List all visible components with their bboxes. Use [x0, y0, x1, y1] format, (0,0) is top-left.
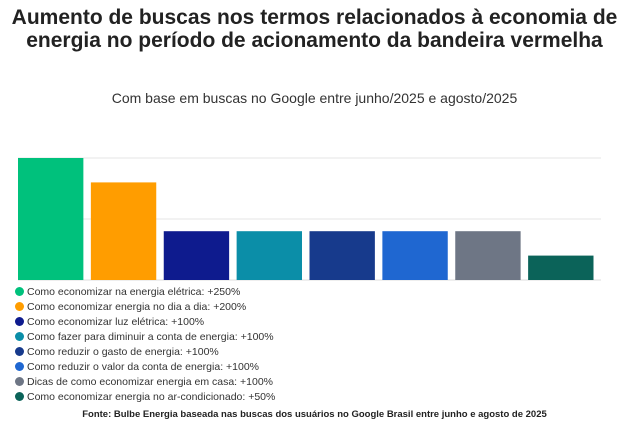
bar-2 [90, 182, 157, 280]
chart-subtitle: Com base em buscas no Google entre junho… [111, 90, 518, 106]
legend-label-1: Como economizar na energia elétrica: +25… [27, 285, 241, 298]
legend-label-5: Como reduzir o gasto de energia: +100% [27, 345, 219, 358]
legend-swatch-5 [15, 347, 24, 356]
legend-swatch-2 [15, 302, 24, 311]
legend-label-7: Dicas de como economizar energia em casa… [27, 375, 274, 388]
legend-item-7: Dicas de como economizar energia em casa… [15, 374, 275, 389]
legend-label-8: Como economizar energia no ar-condiciona… [27, 390, 276, 403]
bar-1 [18, 158, 84, 280]
legend-label-2: Como economizar energia no dia a dia: +2… [27, 300, 247, 313]
legend-item-3: Como economizar luz elétrica: +100% [15, 314, 275, 329]
legend-label-4: Como fazer para diminuir a conta de ener… [27, 330, 274, 343]
bar-3 [163, 231, 230, 280]
legend-item-8: Como economizar energia no ar-condiciona… [15, 389, 275, 404]
legend-item-4: Como fazer para diminuir a conta de ener… [15, 329, 275, 344]
bar-5 [309, 231, 375, 280]
legend-label-6: Como reduzir o valor da conta de energia… [27, 360, 260, 373]
bar-4 [236, 231, 302, 280]
legend-swatch-1 [15, 287, 24, 296]
chart-title: Aumento de buscas nos termos relacionado… [11, 6, 618, 52]
legend-item-2: Como economizar energia no dia a dia: +2… [15, 299, 275, 314]
bar-chart [18, 157, 601, 281]
legend-item-6: Como reduzir o valor da conta de energia… [15, 359, 275, 374]
chart-legend: Como economizar na energia elétrica: +25… [15, 284, 275, 404]
legend-swatch-3 [15, 317, 24, 326]
legend-swatch-8 [15, 392, 24, 401]
legend-label-3: Como economizar luz elétrica: +100% [27, 315, 205, 328]
bar-7 [455, 231, 521, 280]
legend-item-1: Como economizar na energia elétrica: +25… [15, 284, 275, 299]
bar-8 [528, 255, 594, 280]
legend-swatch-4 [15, 332, 24, 341]
chart-source-note: Fonte: Bulbe Energia baseada nas buscas … [82, 409, 547, 420]
legend-swatch-6 [15, 362, 24, 371]
legend-swatch-7 [15, 377, 24, 386]
legend-item-5: Como reduzir o gasto de energia: +100% [15, 344, 275, 359]
bar-6 [382, 231, 448, 280]
